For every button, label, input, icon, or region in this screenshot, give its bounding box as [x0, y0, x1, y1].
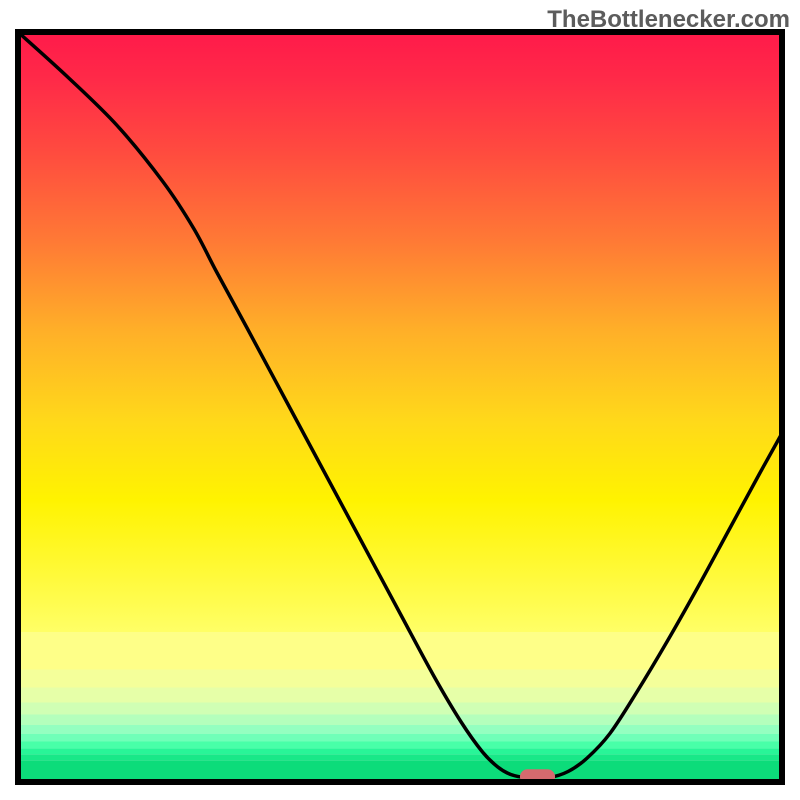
gradient-band	[18, 742, 782, 749]
gradient-band	[18, 760, 782, 782]
gradient-band	[18, 688, 782, 703]
gradient-band	[18, 754, 782, 760]
watermark-text: TheBottlenecker.com	[547, 6, 790, 34]
gradient-band	[18, 725, 782, 734]
gradient-band	[18, 734, 782, 742]
gradient-background	[18, 32, 782, 632]
gradient-band	[18, 703, 782, 715]
gradient-band	[18, 748, 782, 754]
gradient-band	[18, 715, 782, 726]
chart-container: TheBottlenecker.com	[0, 0, 800, 800]
bottleneck-curve-chart	[0, 0, 800, 800]
gradient-band	[18, 670, 782, 688]
